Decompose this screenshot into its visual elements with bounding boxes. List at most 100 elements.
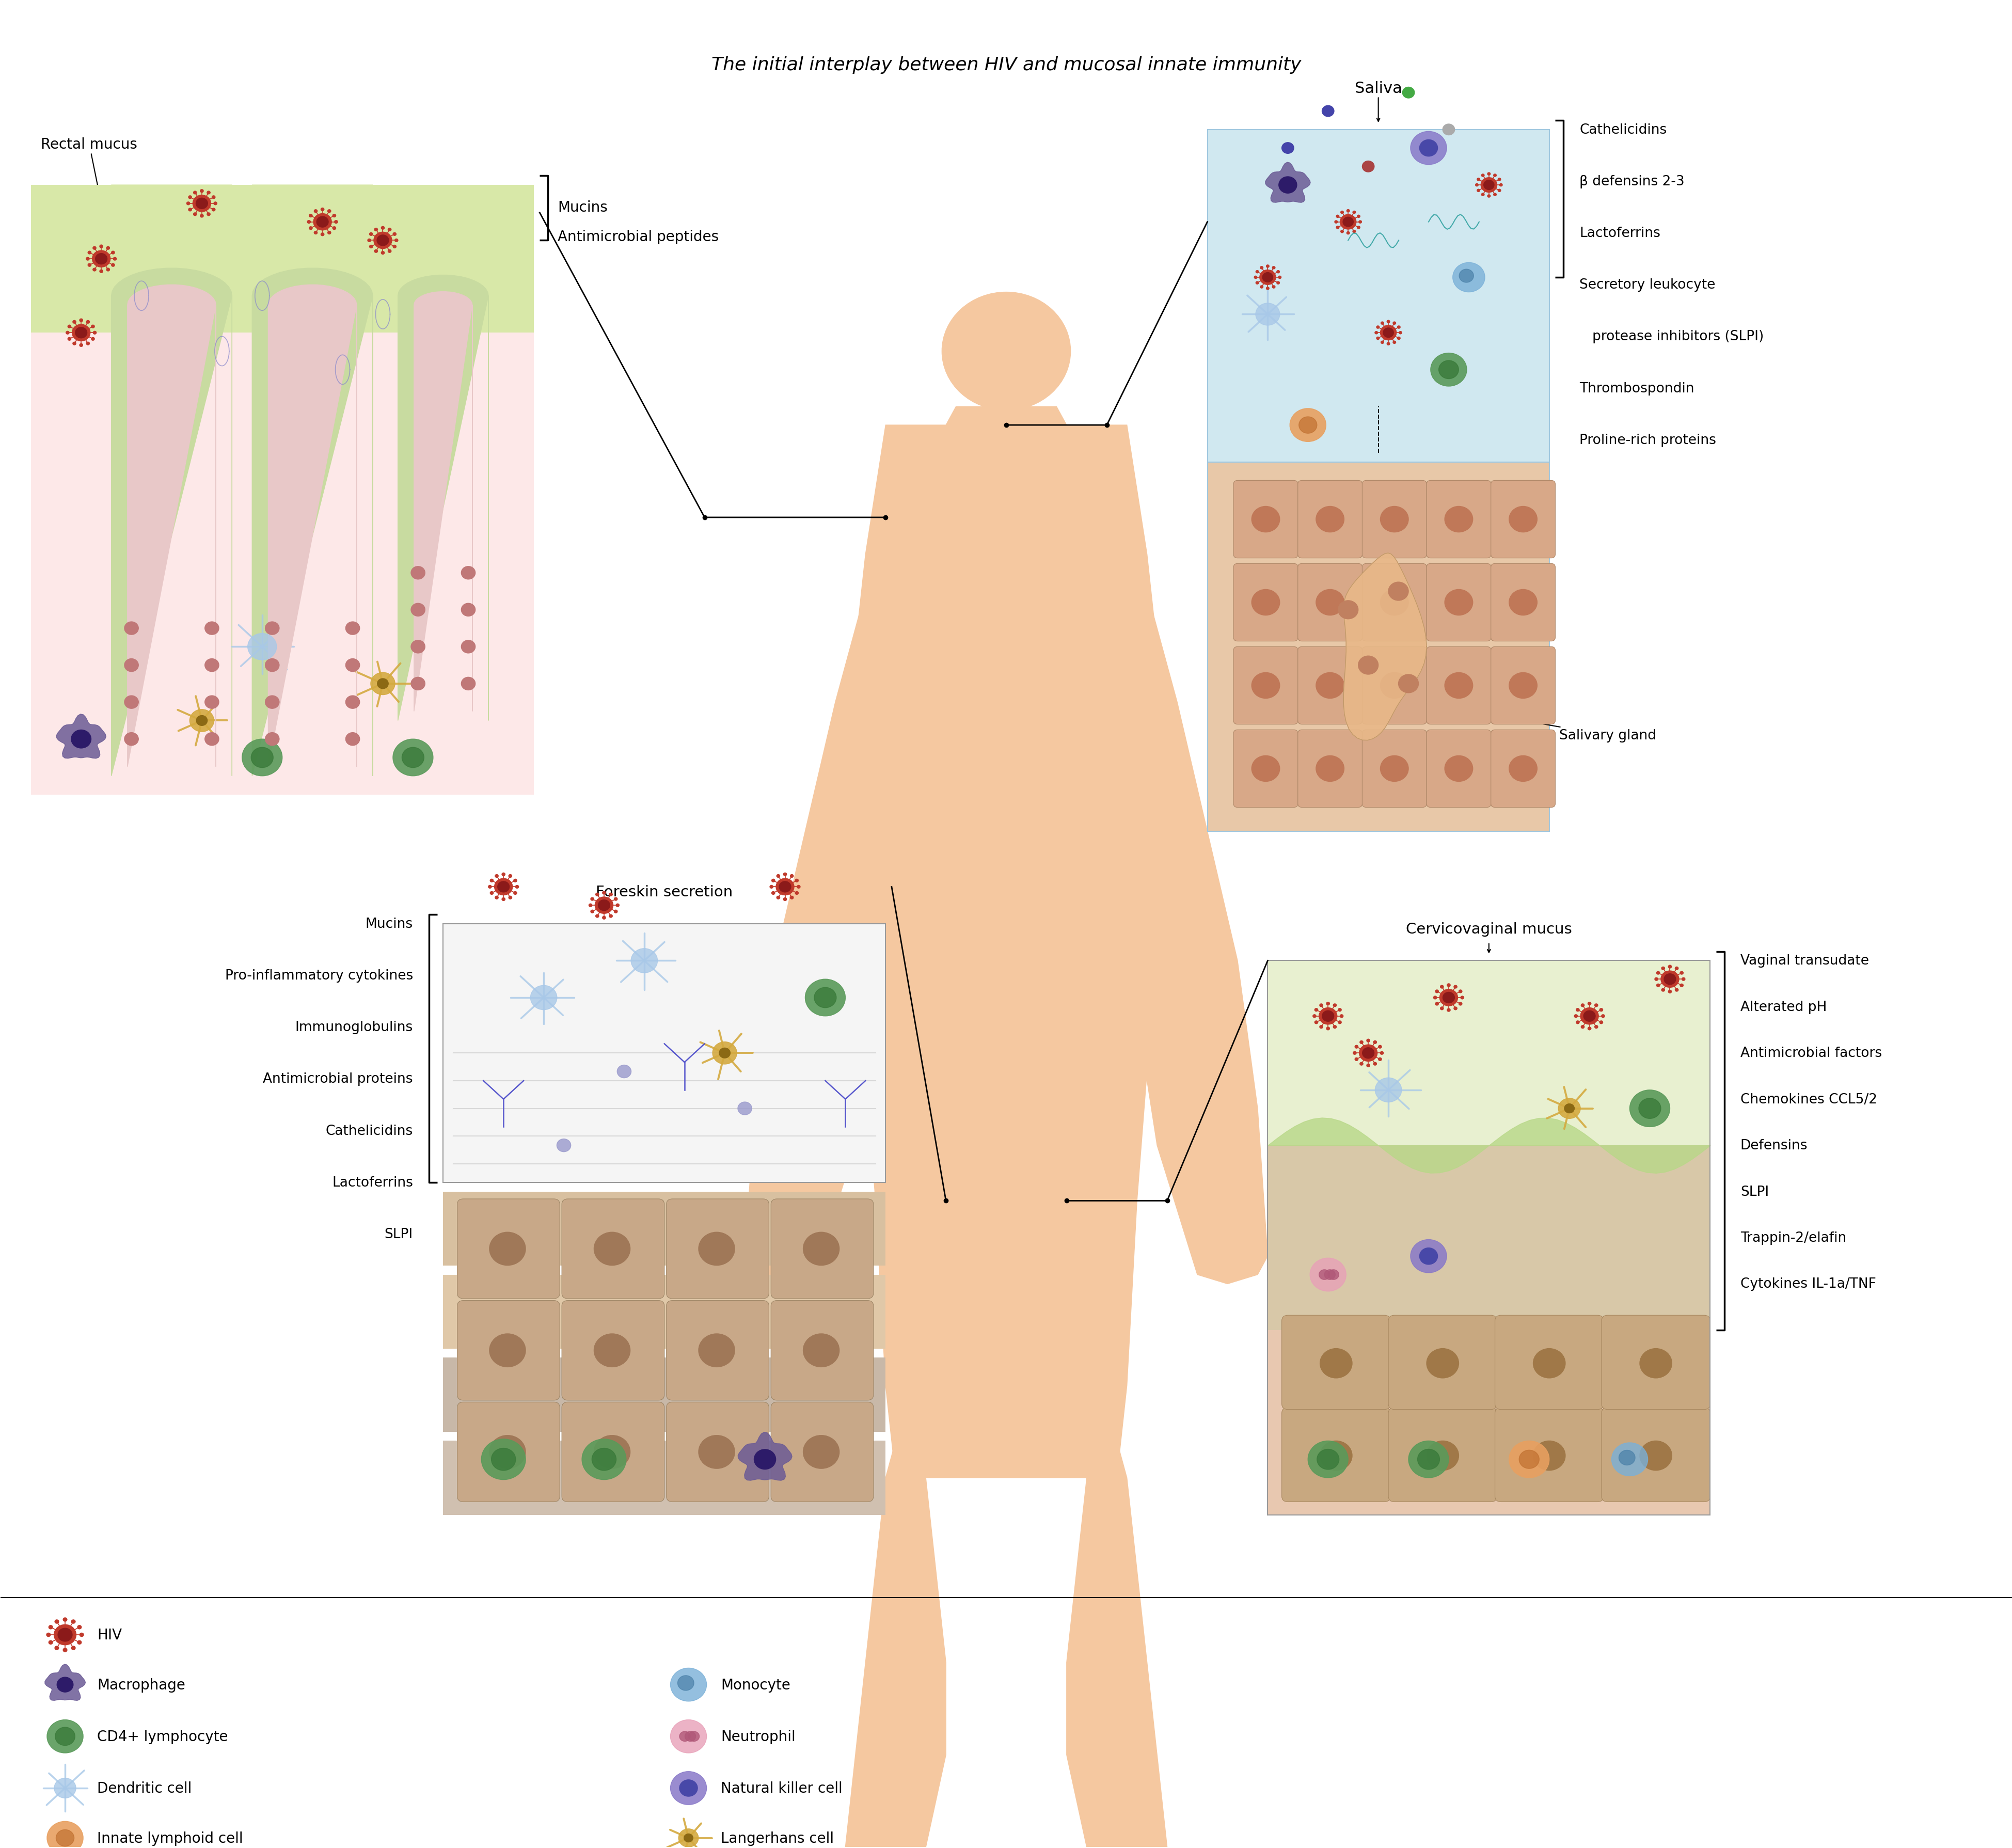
- Circle shape: [1396, 327, 1400, 329]
- Circle shape: [670, 1772, 706, 1805]
- Circle shape: [1358, 222, 1362, 224]
- FancyBboxPatch shape: [1282, 1316, 1390, 1410]
- Circle shape: [1662, 967, 1664, 970]
- Circle shape: [1481, 194, 1485, 196]
- Circle shape: [48, 1641, 52, 1645]
- FancyBboxPatch shape: [1388, 1408, 1497, 1502]
- FancyBboxPatch shape: [1298, 480, 1362, 558]
- Circle shape: [392, 233, 396, 237]
- Polygon shape: [398, 275, 489, 721]
- Circle shape: [1447, 1009, 1451, 1011]
- Circle shape: [207, 192, 209, 194]
- Circle shape: [1398, 675, 1418, 693]
- Circle shape: [777, 878, 795, 894]
- Text: Innate lymphoid cell: Innate lymphoid cell: [97, 1831, 243, 1844]
- Circle shape: [1483, 181, 1493, 190]
- Circle shape: [797, 885, 801, 889]
- Circle shape: [1376, 338, 1378, 340]
- FancyBboxPatch shape: [1207, 129, 1549, 462]
- Circle shape: [1447, 983, 1451, 987]
- Circle shape: [266, 697, 280, 710]
- Circle shape: [193, 196, 211, 213]
- Text: HIV: HIV: [97, 1628, 123, 1643]
- Circle shape: [680, 1780, 698, 1796]
- Circle shape: [501, 898, 505, 902]
- Circle shape: [70, 1621, 74, 1623]
- Circle shape: [1356, 216, 1360, 218]
- FancyBboxPatch shape: [443, 924, 885, 1183]
- Text: protease inhibitors (SLPI): protease inhibitors (SLPI): [1579, 331, 1763, 344]
- Circle shape: [66, 331, 68, 334]
- Polygon shape: [946, 407, 1066, 462]
- Circle shape: [1579, 1007, 1598, 1024]
- Circle shape: [1360, 1063, 1362, 1066]
- Circle shape: [87, 322, 91, 323]
- Circle shape: [1372, 1063, 1376, 1066]
- Circle shape: [688, 1732, 700, 1741]
- Circle shape: [95, 253, 107, 264]
- Circle shape: [1253, 277, 1258, 279]
- Circle shape: [618, 1064, 632, 1077]
- Circle shape: [805, 979, 845, 1016]
- Circle shape: [1575, 1009, 1579, 1011]
- Circle shape: [1487, 196, 1491, 198]
- Circle shape: [1320, 1026, 1322, 1029]
- Circle shape: [1328, 1270, 1338, 1281]
- Circle shape: [1262, 274, 1274, 283]
- Circle shape: [803, 1436, 839, 1469]
- Circle shape: [1310, 1258, 1346, 1292]
- Text: Antimicrobial peptides: Antimicrobial peptides: [557, 229, 718, 244]
- Circle shape: [771, 893, 775, 894]
- Circle shape: [1640, 1349, 1672, 1379]
- Circle shape: [213, 201, 217, 205]
- Circle shape: [380, 251, 384, 255]
- Circle shape: [328, 211, 330, 213]
- Circle shape: [1509, 506, 1537, 532]
- Circle shape: [1493, 174, 1497, 177]
- Circle shape: [1664, 974, 1676, 985]
- Text: Cytokines IL-1a/TNF: Cytokines IL-1a/TNF: [1740, 1277, 1875, 1290]
- Circle shape: [590, 904, 592, 907]
- Circle shape: [211, 196, 215, 200]
- Circle shape: [101, 246, 103, 248]
- Circle shape: [1600, 1020, 1602, 1024]
- Circle shape: [1445, 506, 1473, 532]
- Circle shape: [72, 325, 91, 342]
- Circle shape: [1380, 590, 1408, 615]
- Circle shape: [509, 896, 511, 900]
- Text: Pro-inflammatory cytokines: Pro-inflammatory cytokines: [225, 968, 412, 983]
- Circle shape: [1278, 277, 1282, 279]
- FancyBboxPatch shape: [1298, 730, 1362, 808]
- Circle shape: [491, 880, 493, 881]
- Text: Lactoferrins: Lactoferrins: [332, 1175, 412, 1188]
- Circle shape: [557, 1138, 571, 1151]
- FancyBboxPatch shape: [443, 1275, 885, 1349]
- Circle shape: [602, 891, 606, 894]
- Circle shape: [1600, 1009, 1602, 1011]
- Circle shape: [111, 251, 115, 255]
- Circle shape: [1276, 272, 1280, 274]
- Circle shape: [590, 911, 594, 913]
- Circle shape: [1509, 590, 1537, 615]
- Circle shape: [1276, 283, 1280, 285]
- Circle shape: [241, 739, 282, 776]
- Circle shape: [370, 673, 394, 695]
- Circle shape: [346, 697, 360, 710]
- Circle shape: [461, 641, 475, 654]
- Circle shape: [1493, 194, 1497, 196]
- Circle shape: [678, 1830, 698, 1848]
- Circle shape: [1453, 262, 1485, 292]
- Circle shape: [346, 623, 360, 636]
- FancyBboxPatch shape: [1495, 1316, 1604, 1410]
- Circle shape: [1380, 506, 1408, 532]
- Polygon shape: [1266, 163, 1310, 203]
- Circle shape: [332, 227, 336, 229]
- Circle shape: [1573, 1015, 1577, 1018]
- FancyBboxPatch shape: [1233, 564, 1298, 641]
- FancyBboxPatch shape: [561, 1301, 664, 1401]
- Circle shape: [684, 1732, 696, 1741]
- Circle shape: [334, 220, 338, 224]
- Circle shape: [1282, 142, 1294, 153]
- Circle shape: [1320, 1349, 1352, 1379]
- FancyBboxPatch shape: [1388, 1316, 1497, 1410]
